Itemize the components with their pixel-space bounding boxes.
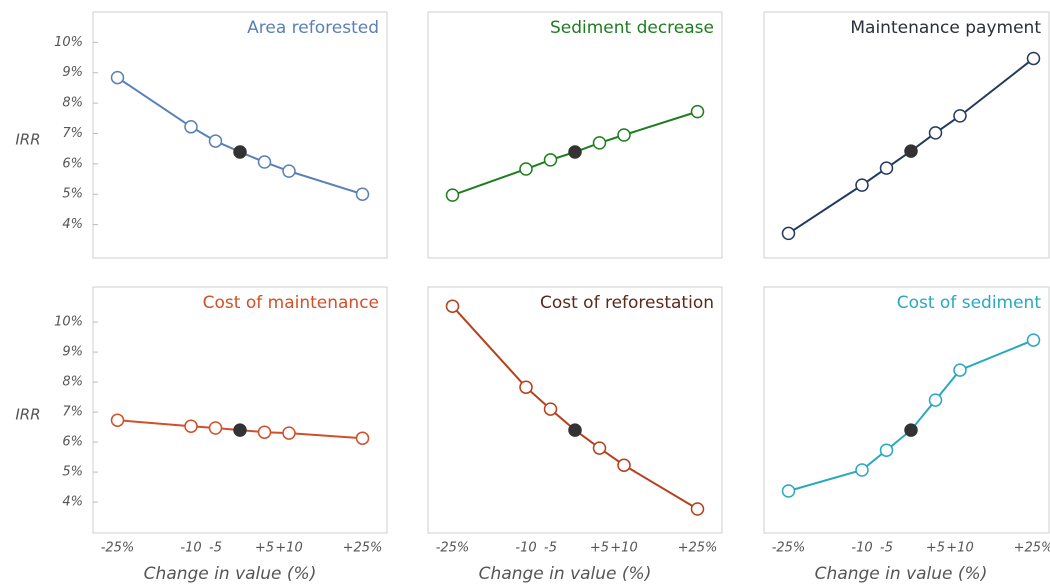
data-point [690, 104, 705, 119]
data-point [257, 155, 272, 169]
y-tick-label: 6% [62, 156, 83, 171]
data-point [855, 178, 869, 192]
x-tick-label: -5 [209, 541, 222, 556]
data-point [355, 187, 370, 201]
data-point [568, 423, 582, 437]
x-tick-label: +10 [610, 541, 637, 556]
y-tick-label: 7% [62, 126, 83, 141]
series-line [788, 339, 1034, 492]
panel-title: Sediment decrease [550, 18, 714, 38]
panel-title: Maintenance payment [850, 18, 1041, 38]
series-line [451, 305, 699, 510]
data-point [519, 162, 533, 176]
data-point [233, 145, 247, 159]
x-tick-label: -25% [101, 541, 135, 556]
data-point [781, 484, 796, 498]
y-tick-label: 6% [62, 435, 83, 450]
data-point [617, 128, 631, 142]
data-point [208, 421, 223, 435]
data-point [781, 226, 796, 241]
data-point [592, 136, 607, 150]
data-point [110, 70, 125, 85]
x-tick-label: +5 [590, 541, 609, 556]
data-point [928, 126, 943, 140]
x-tick-label: +10 [275, 541, 302, 556]
data-point [1026, 333, 1041, 347]
x-tick-label: +5 [926, 541, 945, 556]
y-axis-label: IRR [15, 131, 40, 149]
y-tick-label: 9% [62, 345, 83, 360]
data-point [184, 419, 198, 433]
data-point [953, 109, 967, 123]
data-point [690, 502, 705, 516]
x-tick-label: -5 [544, 541, 557, 556]
x-tick-label: -5 [880, 541, 893, 556]
x-tick-label: +25% [1014, 541, 1050, 556]
y-tick-label: 8% [62, 375, 83, 390]
y-tick-label: 4% [62, 495, 83, 510]
data-point [928, 393, 943, 407]
y-axis-label: IRR [15, 406, 40, 424]
data-point [110, 413, 125, 427]
x-tick-label: +5 [255, 541, 274, 556]
data-point [355, 431, 370, 445]
x-axis-label: Change in value (%) [144, 564, 317, 584]
y-tick-label: 8% [62, 96, 83, 111]
x-tick-label: +10 [946, 541, 973, 556]
panel-title: Cost of maintenance [203, 293, 379, 313]
data-point [208, 134, 223, 148]
series-line [116, 76, 363, 196]
data-point [543, 153, 558, 167]
data-point [904, 144, 918, 158]
data-point [879, 443, 894, 457]
panel-frame [763, 11, 1050, 259]
data-point [568, 145, 582, 159]
data-point [1026, 51, 1041, 66]
y-tick-label: 4% [62, 217, 83, 232]
data-point [257, 425, 272, 439]
x-tick-label: +25% [343, 541, 383, 556]
panel-frame [427, 11, 723, 259]
panel-frame [92, 11, 388, 259]
data-point [879, 161, 894, 175]
data-point [445, 188, 460, 202]
x-tick-label: -10 [851, 541, 872, 556]
x-axis-label: Change in value (%) [815, 564, 988, 584]
panel-title: Cost of sediment [897, 293, 1042, 313]
x-axis-label: Change in value (%) [479, 564, 652, 584]
panel-title: Cost of reforestation [540, 293, 714, 313]
data-point [592, 441, 607, 455]
data-point [855, 463, 869, 477]
data-point [953, 363, 967, 377]
y-tick-label: 5% [62, 187, 83, 202]
x-tick-label: -25% [772, 541, 806, 556]
y-tick-label: 9% [62, 65, 83, 80]
data-point [543, 402, 558, 416]
x-tick-label: +25% [678, 541, 718, 556]
panel-frame [92, 286, 388, 534]
data-point [445, 299, 460, 313]
data-point [904, 423, 918, 437]
y-tick-label: 5% [62, 465, 83, 480]
y-tick-label: 7% [62, 405, 83, 420]
data-point [282, 164, 296, 178]
data-point [617, 458, 631, 472]
panel-title: Area reforested [247, 18, 379, 38]
x-tick-label: -25% [436, 541, 470, 556]
panel-frame [427, 286, 723, 534]
y-tick-label: 10% [54, 35, 83, 50]
data-point [233, 423, 247, 437]
panel-frame [763, 286, 1050, 534]
x-tick-label: -10 [180, 541, 201, 556]
y-tick-label: 10% [54, 315, 83, 330]
data-point [184, 120, 198, 134]
data-point [519, 380, 533, 394]
data-point [282, 426, 296, 440]
x-tick-label: -10 [515, 541, 536, 556]
